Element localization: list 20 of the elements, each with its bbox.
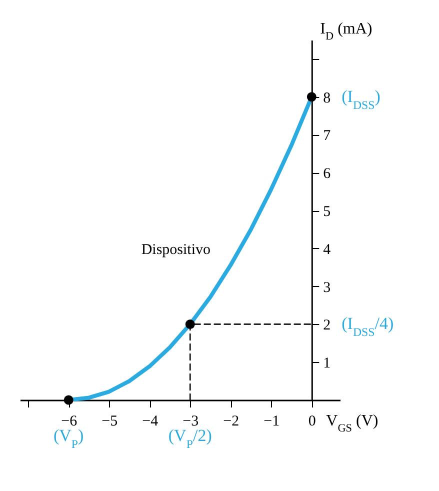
x-tick-label: −4 bbox=[142, 414, 159, 430]
annotation: (I$_{DSS}$) bbox=[342, 86, 380, 112]
y-tick-label: 5 bbox=[323, 204, 331, 220]
y-tick-label: 3 bbox=[323, 280, 331, 296]
y-tick-label: 2 bbox=[323, 318, 331, 334]
point bbox=[306, 92, 316, 102]
y-tick-label: 1 bbox=[323, 356, 331, 372]
x-axis-title: V$_{GS}$ (V) bbox=[326, 412, 378, 434]
x-tick-label: −5 bbox=[102, 414, 118, 430]
annotation: Dispositivo bbox=[141, 242, 211, 258]
y-tick-label: 6 bbox=[323, 166, 332, 182]
x-tick-label: −1 bbox=[264, 414, 280, 430]
x-tick-label: 0 bbox=[308, 414, 316, 430]
y-axis-title: I$_{D}$ (mA) bbox=[320, 20, 372, 42]
annotation: (I$_{DSS}$/4) bbox=[342, 314, 394, 340]
point bbox=[64, 395, 74, 405]
y-tick-label: 7 bbox=[323, 128, 332, 144]
x-tick-label: −2 bbox=[223, 414, 240, 430]
y-tick-label: 8 bbox=[323, 90, 331, 106]
y-tick-label: 4 bbox=[323, 242, 332, 258]
